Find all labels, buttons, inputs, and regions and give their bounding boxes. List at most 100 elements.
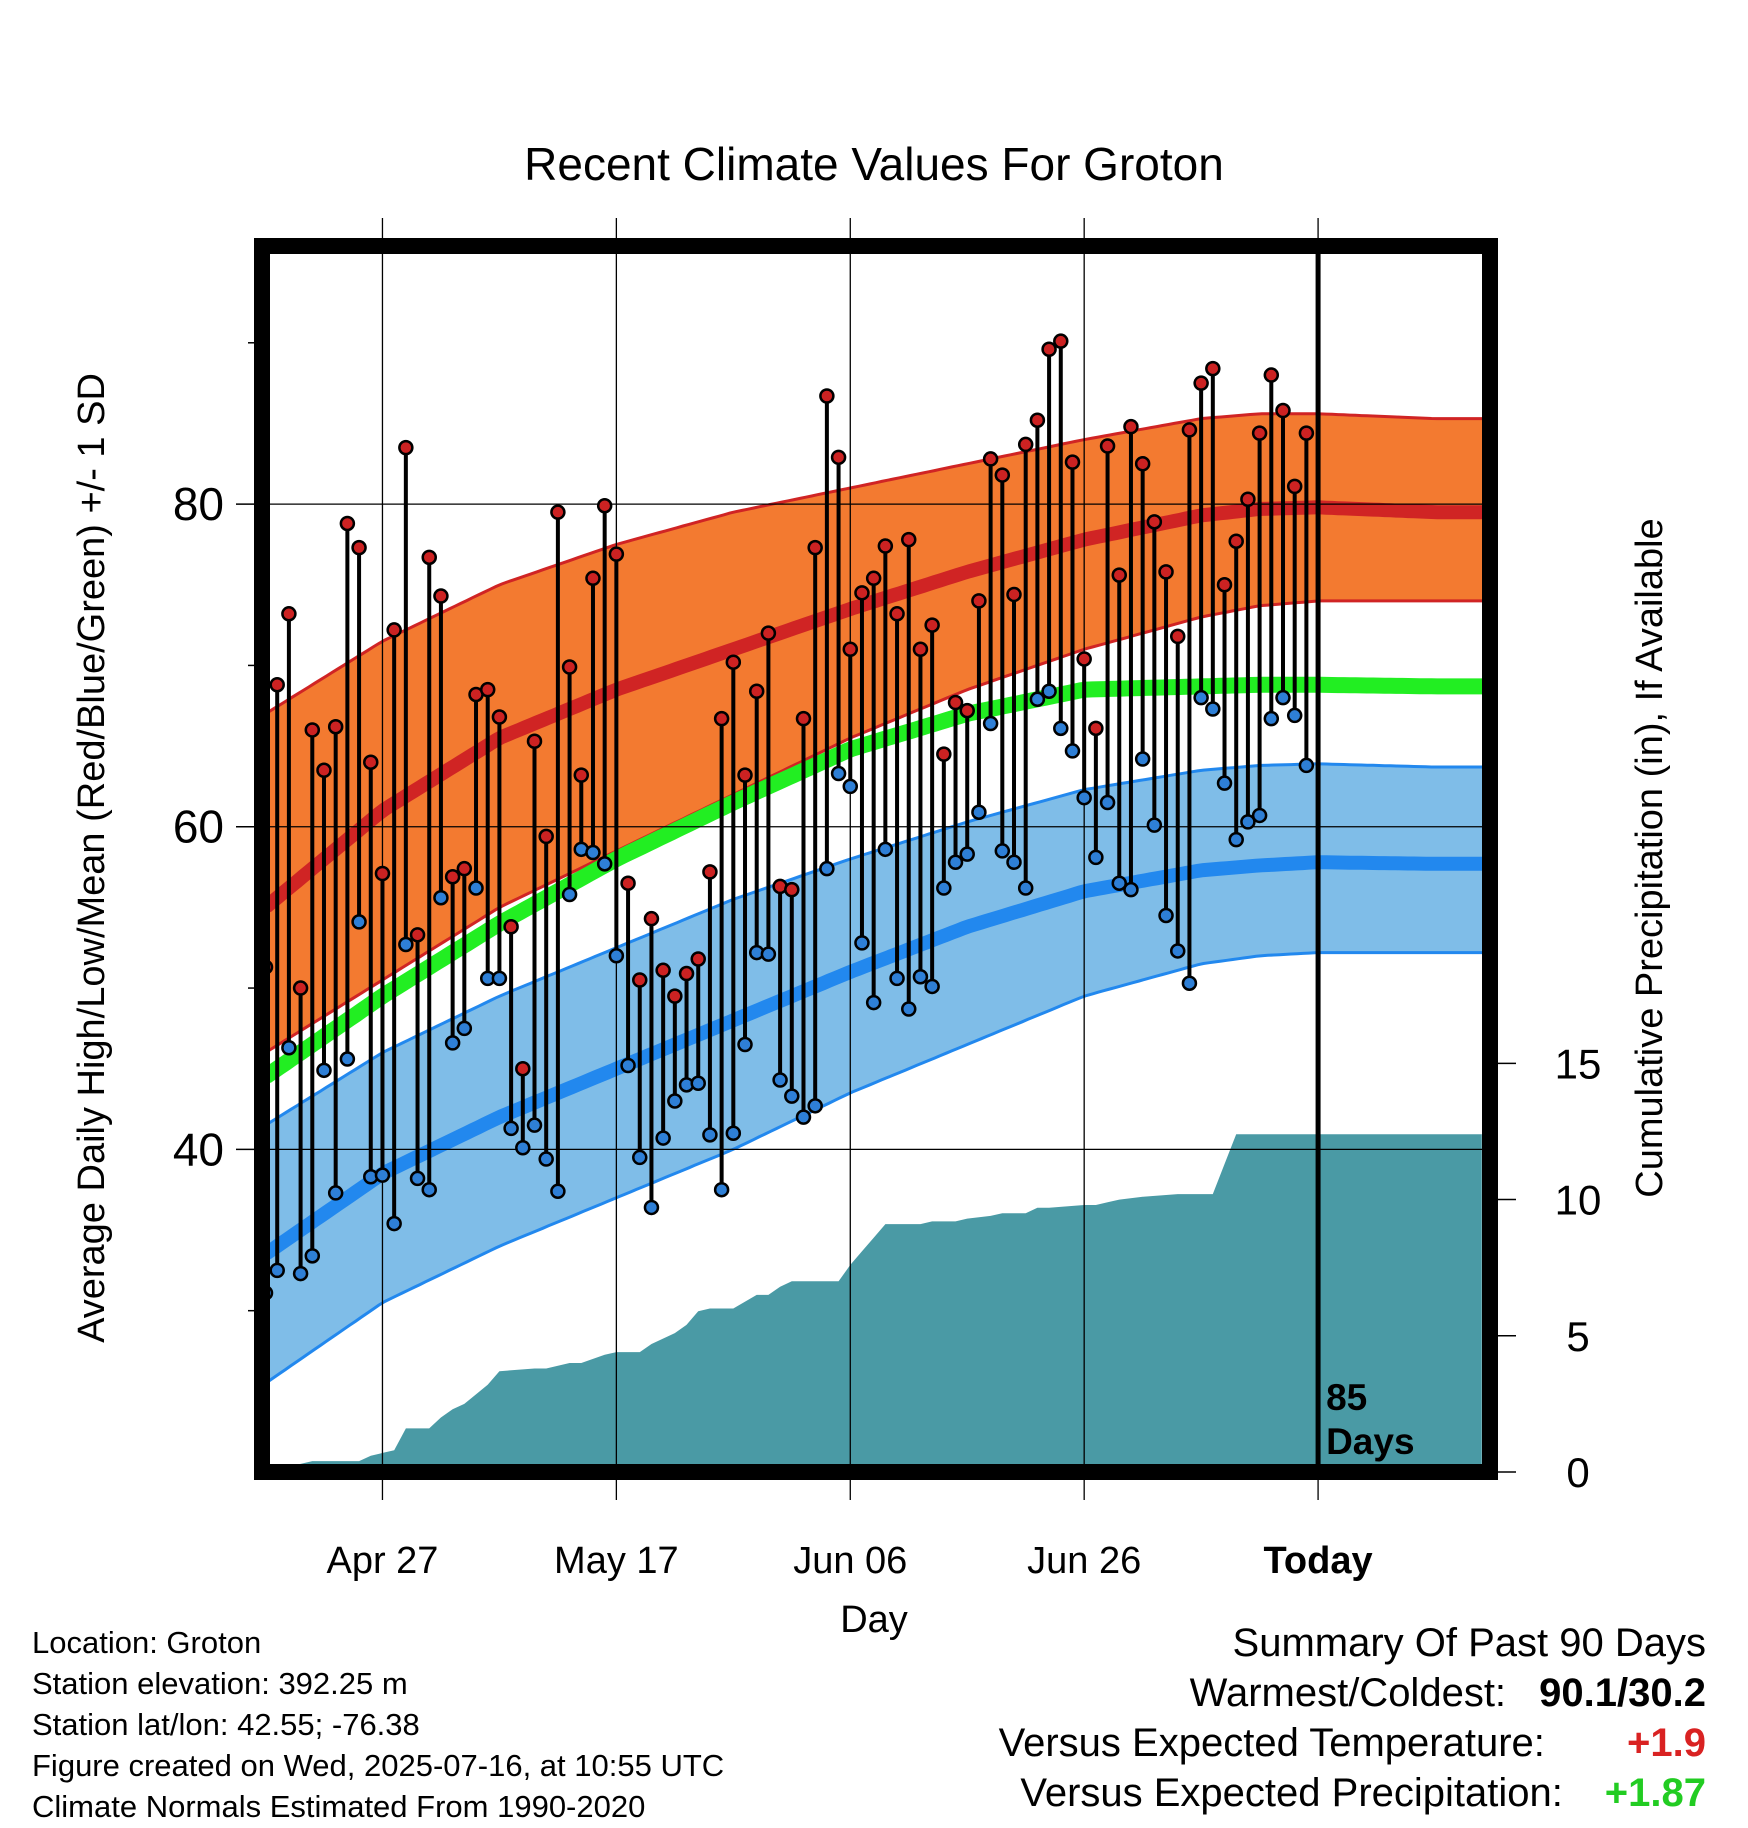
y2-tick-label: 10	[1555, 1177, 1602, 1224]
high-point	[444, 868, 461, 885]
low-point	[281, 1039, 297, 1056]
high-point	[1041, 341, 1057, 357]
low-point	[1193, 689, 1209, 706]
low-point	[1017, 880, 1034, 896]
low-point	[1286, 707, 1303, 724]
low-point	[725, 1125, 742, 1141]
high-point	[1216, 577, 1233, 593]
warmest-label: Warmest/Coldest:	[1189, 1671, 1507, 1715]
low-point	[865, 994, 882, 1011]
high-point	[526, 733, 543, 749]
high-point	[795, 710, 812, 727]
high-point	[994, 467, 1011, 483]
high-point	[1228, 533, 1244, 549]
location-text: Location: Groton	[32, 1625, 262, 1660]
left-axis: 40 60 80	[173, 342, 262, 1312]
low-point	[596, 856, 613, 872]
high-point	[1169, 628, 1186, 645]
low-point	[1298, 757, 1315, 774]
low-point	[690, 1075, 706, 1091]
precip-value: +1.87	[1604, 1771, 1706, 1815]
low-point	[1275, 689, 1291, 706]
high-point	[1111, 567, 1128, 583]
temp-value: +1.9	[1627, 1721, 1706, 1765]
high-point	[269, 677, 285, 693]
high-point	[1298, 425, 1315, 441]
high-point	[1006, 586, 1022, 603]
low-point	[608, 948, 625, 964]
low-point	[304, 1248, 321, 1264]
high-point	[819, 388, 835, 404]
high-point	[1158, 564, 1174, 580]
y2-tick-label: 15	[1555, 1040, 1602, 1087]
high-point	[596, 497, 613, 514]
low-point	[643, 1199, 660, 1216]
high-point	[281, 606, 297, 622]
plot-frame	[254, 238, 1498, 1480]
high-point	[678, 965, 695, 982]
low-point	[1205, 701, 1221, 717]
low-point	[667, 1093, 683, 1109]
precip-label: Versus Expected Precipitation:	[1020, 1771, 1563, 1815]
low-point	[1146, 817, 1163, 833]
low-point	[1240, 814, 1256, 830]
high-point	[1193, 375, 1209, 391]
high-point	[889, 606, 905, 622]
high-point	[292, 980, 309, 996]
high-point	[807, 539, 823, 556]
y-axis-label: Average Daily High/Low/Mean (Red/Blue/Gr…	[71, 373, 113, 1343]
high-point	[1064, 454, 1081, 470]
low-point	[292, 1265, 309, 1282]
high-point	[1205, 360, 1221, 377]
low-point	[1041, 683, 1057, 699]
low-point	[994, 843, 1011, 859]
low-point	[585, 844, 601, 861]
low-point	[386, 1215, 402, 1232]
low-point	[374, 1167, 391, 1183]
high-point	[1029, 412, 1046, 428]
x-tick-label: Jun 26	[1027, 1540, 1141, 1582]
low-point	[1064, 743, 1081, 759]
high-point	[959, 702, 975, 719]
right-axis: 0 5 10 15	[1490, 1040, 1601, 1496]
high-point	[1181, 422, 1198, 438]
high-point	[865, 570, 882, 587]
high-point	[632, 972, 648, 988]
high-point	[386, 622, 402, 638]
low-point	[456, 1020, 473, 1037]
low-point	[561, 886, 578, 903]
high-point	[421, 549, 437, 566]
low-point	[760, 946, 777, 962]
low-point	[877, 841, 894, 858]
low-point	[632, 1149, 648, 1166]
x-tick-label: Jun 06	[793, 1540, 907, 1582]
high-sd-band	[262, 413, 1490, 1053]
high-point	[316, 762, 332, 779]
low-point	[842, 778, 859, 795]
low-point	[1228, 831, 1244, 848]
high-point	[1286, 478, 1303, 495]
high-point	[924, 617, 940, 633]
station-info: Location: Groton Station elevation: 392.…	[32, 1622, 724, 1827]
precip-row: Versus Expected Precipitation: +1.87	[999, 1768, 1706, 1818]
high-point	[503, 919, 519, 935]
x-tick-label: Today	[1264, 1540, 1373, 1582]
low-point	[900, 1001, 917, 1017]
y-tick-label: 60	[173, 801, 224, 853]
low-point	[784, 1088, 800, 1104]
high-point	[1134, 456, 1151, 472]
low-point	[1006, 854, 1022, 870]
mean-normal-line	[262, 676, 1490, 1085]
low-point	[468, 880, 484, 896]
low-point	[1169, 943, 1186, 959]
low-point	[491, 970, 508, 987]
high-point	[1240, 491, 1256, 508]
low-point	[1111, 875, 1128, 891]
low-point	[959, 846, 975, 862]
high-point	[912, 641, 929, 658]
high-point	[1017, 436, 1034, 453]
warmest-row: Warmest/Coldest: 90.1/30.2	[999, 1668, 1706, 1718]
created-text: Figure created on Wed, 2025-07-16, at 10…	[32, 1748, 725, 1783]
low-point	[702, 1127, 718, 1143]
low-point	[947, 854, 964, 870]
